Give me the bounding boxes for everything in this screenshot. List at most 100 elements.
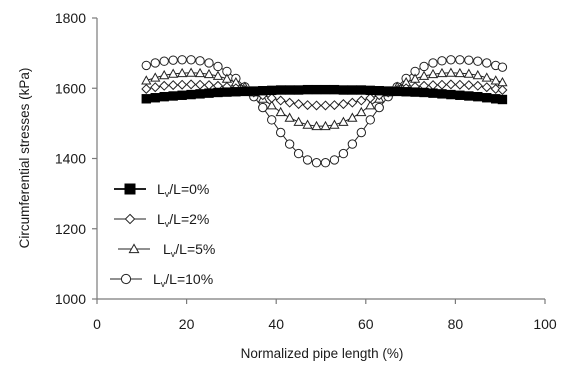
data-point xyxy=(338,85,349,95)
data-point xyxy=(275,85,286,95)
legend-item-1: Lv/L=0% xyxy=(114,181,209,199)
data-point xyxy=(329,84,340,95)
data-point xyxy=(427,80,439,91)
data-point xyxy=(428,88,438,98)
legend-label: Lv/L=5% xyxy=(163,241,215,259)
data-point xyxy=(284,85,295,95)
data-point xyxy=(329,119,340,129)
legend-item-3: Lv/L=5% xyxy=(118,241,215,259)
data-point xyxy=(258,102,268,113)
data-point xyxy=(437,56,447,66)
data-point xyxy=(258,86,268,96)
series-1 xyxy=(141,84,508,105)
data-point xyxy=(497,84,508,96)
data-point xyxy=(231,87,241,97)
data-point xyxy=(249,86,259,96)
data-point xyxy=(168,91,178,101)
data-point xyxy=(419,61,429,72)
data-point xyxy=(159,56,169,66)
data-point xyxy=(168,80,179,91)
data-point xyxy=(436,79,447,90)
data-point xyxy=(185,67,197,77)
data-point xyxy=(194,67,206,78)
data-point xyxy=(356,127,367,138)
x-ticks: 0 20 40 60 80 100 xyxy=(93,299,557,332)
data-point xyxy=(436,67,448,78)
data-point xyxy=(240,86,250,97)
data-point xyxy=(472,80,483,91)
data-point xyxy=(490,83,501,94)
data-point xyxy=(213,61,223,72)
data-point xyxy=(141,60,151,71)
legend-label: Lv/L=10% xyxy=(153,271,213,289)
data-point xyxy=(437,89,447,99)
data-point xyxy=(463,80,474,91)
data-point xyxy=(293,116,304,126)
data-point xyxy=(428,58,438,68)
data-point xyxy=(177,90,187,100)
data-point xyxy=(302,119,313,129)
data-point xyxy=(267,115,277,125)
legend-marker xyxy=(124,183,136,195)
legend-marker xyxy=(128,243,140,254)
data-point xyxy=(383,86,393,96)
data-point xyxy=(186,79,197,90)
data-point xyxy=(320,100,331,111)
data-point xyxy=(445,67,457,77)
data-point xyxy=(186,89,196,100)
data-point xyxy=(401,87,411,97)
legend: Lv/L=0% Lv/L=2% Lv/L=5% Lv/L=10% xyxy=(110,181,215,289)
data-point xyxy=(473,91,483,102)
data-point xyxy=(302,84,313,95)
data-point xyxy=(347,139,358,149)
data-point xyxy=(275,127,286,138)
data-point xyxy=(482,58,492,68)
data-point xyxy=(203,68,215,79)
data-point xyxy=(356,95,367,106)
legend-label: Lv/L=2% xyxy=(157,211,209,229)
data-point xyxy=(356,85,367,95)
data-point xyxy=(446,89,456,100)
x-tick-label: 40 xyxy=(268,316,284,332)
data-point xyxy=(356,106,367,117)
data-point xyxy=(347,85,358,95)
legend-marker xyxy=(120,273,132,285)
data-point xyxy=(141,83,152,94)
data-point xyxy=(482,93,492,103)
data-point xyxy=(212,70,224,80)
data-point xyxy=(302,100,313,111)
data-point xyxy=(455,90,465,100)
data-point xyxy=(481,82,492,93)
data-point xyxy=(472,69,483,80)
data-point xyxy=(419,87,429,98)
data-point xyxy=(338,148,349,159)
data-point xyxy=(311,158,322,168)
x-tick-label: 0 xyxy=(93,316,101,332)
data-point xyxy=(374,86,384,96)
data-point xyxy=(481,72,492,82)
data-point xyxy=(284,139,295,149)
data-point xyxy=(320,84,331,95)
series-4 xyxy=(141,55,508,168)
series-layer xyxy=(141,55,508,168)
x-axis-title: Normalized pipe length (%) xyxy=(241,346,404,361)
y-ticks: 1000 1200 1400 1600 1800 xyxy=(55,10,97,307)
data-point xyxy=(266,93,277,104)
data-point xyxy=(150,82,161,93)
legend-marker xyxy=(124,213,136,225)
data-point xyxy=(446,55,456,65)
data-point xyxy=(266,100,277,110)
data-point xyxy=(222,87,232,97)
data-point xyxy=(168,68,179,78)
data-point xyxy=(176,67,188,78)
data-point xyxy=(445,79,456,90)
data-point xyxy=(177,79,188,90)
y-tick-label: 1400 xyxy=(55,151,86,167)
data-point xyxy=(293,85,304,95)
data-point xyxy=(177,55,187,65)
data-point xyxy=(497,94,508,105)
data-point xyxy=(204,58,214,68)
data-point xyxy=(267,85,277,96)
